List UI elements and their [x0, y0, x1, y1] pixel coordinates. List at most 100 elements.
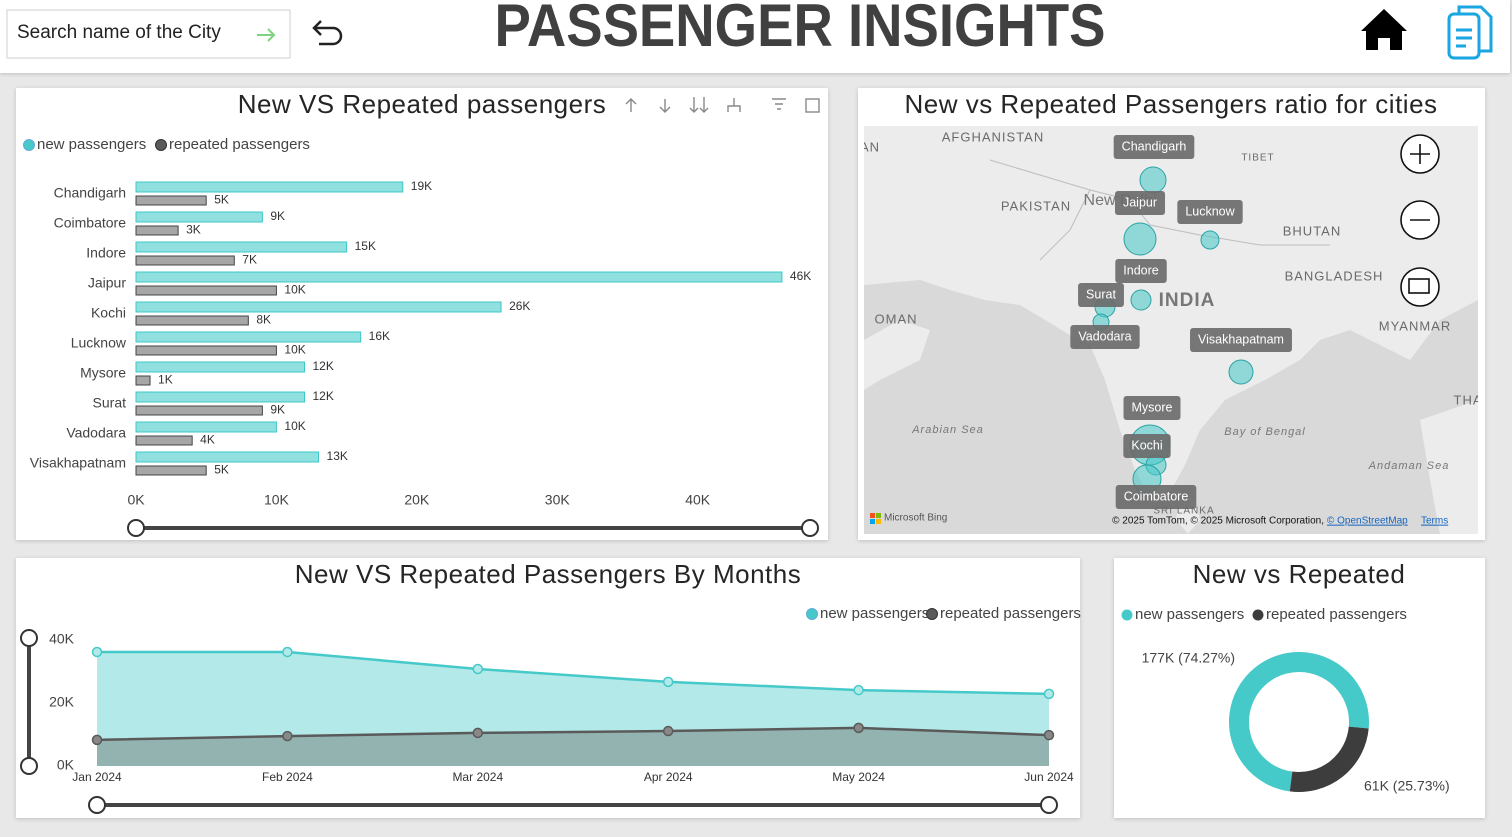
map-place-label: AN: [860, 139, 880, 154]
bar: [135, 181, 404, 193]
y-tick-label: Coimbatore: [54, 215, 127, 231]
data-label: 16K: [369, 329, 390, 343]
bar: [135, 301, 502, 313]
point: [662, 725, 674, 737]
y-tick-label: Lucknow: [71, 335, 127, 351]
x-tick-label: 40K: [685, 492, 711, 508]
x-tick-label: Apr 2024: [644, 770, 693, 784]
city-label: Vadodara: [1078, 329, 1131, 343]
y-tick-label: Chandigarh: [54, 185, 126, 201]
city-label-box: [1115, 259, 1167, 283]
city-bubble: [1139, 166, 1167, 194]
bar: [135, 451, 320, 463]
y-tick-label: Surat: [93, 395, 127, 411]
bar-panel: [16, 88, 828, 540]
bar: [135, 315, 249, 326]
map-place-label: Bay of Bengal: [1224, 426, 1306, 438]
city-label: Kochi: [1131, 438, 1162, 452]
point: [853, 722, 864, 734]
data-label: 12K: [313, 359, 334, 373]
range-slider-handle[interactable]: [1040, 796, 1058, 814]
city-label: Mysore: [1132, 400, 1173, 414]
data-label: 177K (74.27%): [1142, 650, 1235, 666]
range-slider-handle[interactable]: [20, 629, 38, 647]
map-place-label: THA: [1454, 392, 1483, 407]
search-box[interactable]: [6, 9, 291, 59]
bar: [135, 271, 783, 283]
map-land: [1420, 400, 1478, 534]
data-label: 13K: [327, 449, 348, 463]
range-slider-handle[interactable]: [20, 757, 38, 775]
bar: [135, 241, 348, 253]
bar: [135, 285, 277, 296]
report-button[interactable]: [1447, 5, 1493, 60]
range-slider-handle[interactable]: [127, 519, 145, 537]
bar: [135, 405, 263, 416]
y-tick-label: 40K: [49, 631, 75, 647]
range-slider-handle[interactable]: [801, 519, 819, 537]
x-tick-label: Feb 2024: [262, 770, 313, 784]
data-label: 9K: [270, 403, 285, 417]
data-label: 3K: [186, 223, 201, 237]
bar: [135, 391, 305, 403]
range-slider-handle[interactable]: [88, 796, 106, 814]
city-label-box: [1114, 191, 1166, 215]
data-label: 4K: [200, 433, 215, 447]
zoom-in-icon: [1410, 144, 1430, 164]
point: [472, 663, 484, 675]
city-label-box: [1078, 283, 1124, 307]
x-tick-label: 10K: [264, 492, 290, 508]
city-label: Coimbatore: [1124, 489, 1189, 503]
legend-label: new passengers: [37, 136, 146, 153]
osm-link[interactable]: © OpenStreetMap: [1327, 516, 1408, 527]
map-place-label: Arabian Sea: [911, 424, 984, 436]
bar: [135, 375, 151, 386]
legend-marker: [155, 139, 167, 151]
line: [96, 726, 1050, 742]
point: [282, 730, 293, 742]
legend-label: repeated passengers: [940, 605, 1081, 622]
select-icon: [1408, 278, 1430, 294]
data-label: 7K: [242, 253, 257, 267]
home-button[interactable]: [1361, 9, 1407, 50]
y-tick-label: Mysore: [80, 365, 126, 381]
map-place-label: OMAN: [875, 311, 918, 326]
data-label: 26K: [509, 299, 530, 313]
city-label-box: [1070, 325, 1140, 349]
data-label: 15K: [355, 239, 376, 253]
city-label-box: [1190, 328, 1292, 352]
chart-title: New vs Repeated: [1193, 559, 1406, 589]
city-label: Lucknow: [1185, 204, 1235, 218]
select-tool[interactable]: [1400, 267, 1440, 307]
legend-label: new passengers: [1135, 606, 1244, 623]
terms-link[interactable]: Terms: [1421, 516, 1448, 527]
donut-slice: [1229, 652, 1369, 792]
data-label: 8K: [256, 313, 271, 327]
bar: [135, 195, 207, 206]
back-button[interactable]: [312, 20, 343, 46]
map-land: [864, 126, 1478, 500]
legend-marker: [926, 608, 938, 620]
data-label: 10K: [284, 419, 305, 433]
map-zoom-controls[interactable]: [1400, 134, 1440, 307]
city-label: Visakhapatnam: [1198, 332, 1284, 346]
point: [91, 734, 103, 746]
x-tick-label: Jan 2024: [72, 770, 122, 784]
data-label: 1K: [158, 373, 173, 387]
bar: [135, 211, 263, 223]
legend-marker: [1121, 609, 1133, 621]
map-place-label: INDIA: [1159, 290, 1216, 311]
map-land: [864, 320, 930, 390]
city-bubble: [1123, 222, 1157, 256]
map-place-label: BHUTAN: [1283, 223, 1341, 238]
x-tick-label: 0K: [127, 492, 145, 508]
legend-label: repeated passengers: [169, 136, 310, 153]
y-tick-label: Indore: [86, 245, 126, 261]
data-label: 10K: [284, 343, 305, 357]
search-arrow[interactable]: [257, 28, 276, 42]
visual-toolbar[interactable]: [625, 97, 820, 113]
city-bubble: [1228, 359, 1254, 385]
data-label: 61K (25.73%): [1364, 778, 1450, 794]
legend-marker: [1252, 609, 1264, 621]
